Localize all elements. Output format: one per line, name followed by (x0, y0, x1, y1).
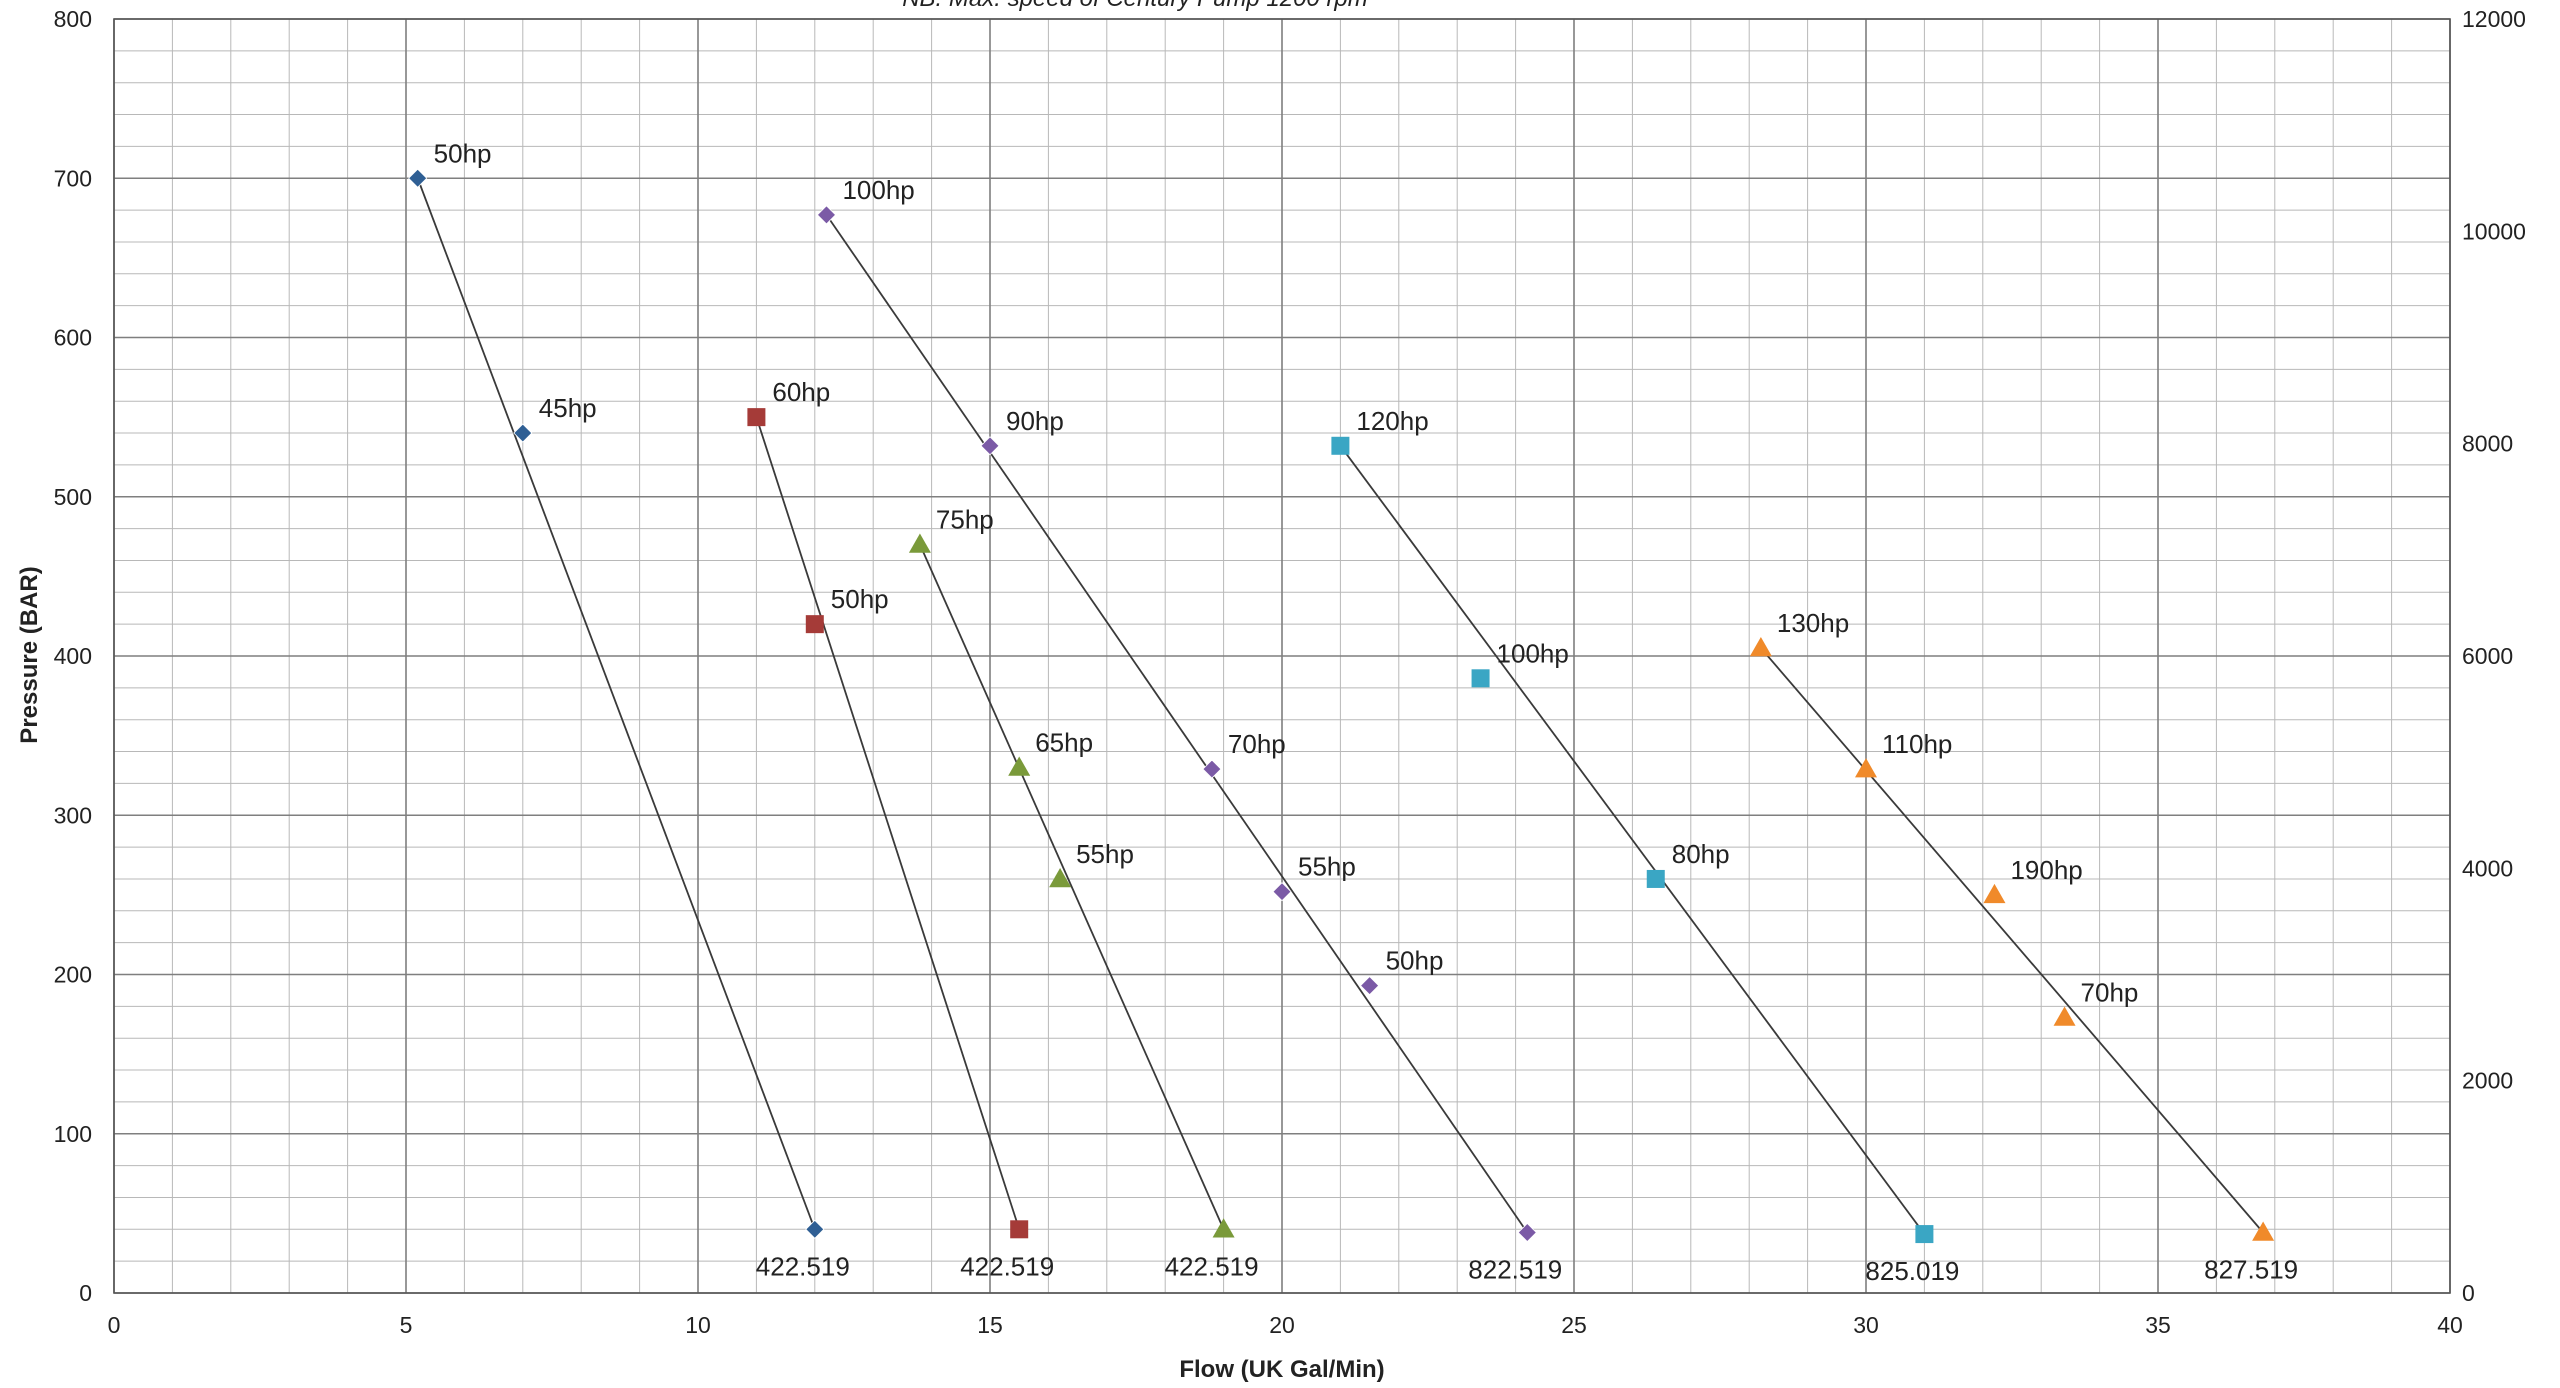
x-tick-label: 5 (400, 1312, 413, 1338)
x-tick-label: 0 (108, 1312, 121, 1338)
y2-tick-label: 2000 (2462, 1068, 2513, 1094)
series-trend-line (825, 214, 1529, 1233)
data-point-marker (1471, 669, 1490, 688)
y-tick-label: 100 (54, 1121, 92, 1147)
data-point-label: 55hp (1298, 852, 1356, 882)
data-point-label: 822.519 (1468, 1254, 1562, 1284)
x-tick-label: 25 (1561, 1312, 1587, 1338)
data-markers (408, 168, 2275, 1244)
data-point-label: 70hp (2081, 977, 2139, 1007)
data-point-label: 120hp (1356, 406, 1428, 436)
data-point-label: 45hp (539, 393, 597, 423)
data-point-label: 70hp (1228, 729, 1286, 759)
y-tick-label: 700 (54, 165, 92, 191)
data-point-label: 50hp (1386, 946, 1444, 976)
data-point-label: 50hp (831, 584, 889, 614)
y2-tick-label: 6000 (2462, 643, 2513, 669)
x-axis-title: Flow (UK Gal/Min) (1179, 1356, 1384, 1383)
axes: 0 5 10 15 20 25 30 35 40010020030040050060070080… (54, 6, 2526, 1338)
data-point-marker (747, 408, 766, 427)
grid (113, 18, 2451, 1294)
y2-tick-label: 8000 (2462, 431, 2513, 457)
y-tick-label: 800 (54, 6, 92, 32)
data-point-marker (1202, 759, 1222, 779)
data-point-marker (1010, 1220, 1029, 1239)
data-point-label: 100hp (1497, 638, 1569, 668)
data-point-marker (805, 1219, 825, 1239)
data-point-marker (805, 615, 824, 634)
data-point-marker (816, 205, 837, 225)
data-point-label: 60hp (772, 377, 830, 407)
data-point-label: 50hp (434, 138, 492, 168)
data-point-marker (1646, 869, 1665, 888)
data-point-label: 80hp (1672, 839, 1730, 869)
data-point-label: 422.519 (960, 1251, 1054, 1281)
x-tick-label: 30 (1853, 1312, 1879, 1338)
data-point-label: 422.519 (1165, 1251, 1259, 1281)
x-tick-label: 10 (685, 1312, 711, 1338)
series-trend-line (1339, 445, 1926, 1235)
data-point-marker (408, 168, 428, 188)
data-point-marker (2252, 1221, 2275, 1241)
y-tick-label: 0 (79, 1280, 92, 1306)
data-point-label: 130hp (1777, 608, 1849, 638)
x-tick-label: 35 (2145, 1312, 2171, 1338)
data-point-marker (1049, 867, 1072, 888)
series-trend-line (1760, 647, 2264, 1234)
data-point-label: 825.019 (1865, 1256, 1959, 1286)
data-point-marker (1331, 436, 1350, 455)
y2-tick-label: 0 (2462, 1280, 2475, 1306)
data-point-marker (2053, 1006, 2076, 1026)
x-tick-label: 15 (977, 1312, 1003, 1338)
y2-tick-label: 10000 (2462, 218, 2526, 244)
data-point-label: 75hp (936, 505, 994, 535)
data-point-marker (980, 436, 1000, 456)
y-tick-label: 600 (54, 325, 92, 351)
data-point-marker (1517, 1222, 1537, 1243)
data-point-label: 55hp (1076, 839, 1134, 869)
y-axis-title: Pressure (BAR) (16, 566, 43, 743)
data-point-marker (1212, 1218, 1235, 1238)
series-trend-line (416, 177, 816, 1230)
data-labels: 50hp 45hp 422.519 60hp 50hp 422.519 75hp 65hp 55… (434, 138, 2298, 1286)
data-point-marker (1272, 882, 1292, 902)
data-point-label: 100hp (842, 175, 914, 205)
series-trend-line (755, 416, 1021, 1230)
x-tick-label: 40 (2437, 1312, 2463, 1338)
y2-tick-label: 12000 (2462, 6, 2526, 32)
data-point-label: 422.519 (756, 1251, 850, 1281)
y-tick-label: 300 (54, 802, 92, 828)
y-tick-label: 500 (54, 484, 92, 510)
y2-tick-label: 4000 (2462, 855, 2513, 881)
data-point-marker (1983, 883, 2006, 904)
trend-lines (416, 177, 2264, 1235)
y-tick-label: 200 (54, 962, 92, 988)
plot-area-border (113, 18, 2451, 1294)
y-tick-label: 400 (54, 643, 92, 669)
data-point-label: 90hp (1006, 406, 1064, 436)
data-point-label: 110hp (1882, 729, 1952, 759)
data-point-marker (1008, 756, 1031, 776)
series-trend-line (919, 544, 1225, 1230)
data-point-label: 190hp (2010, 855, 2082, 885)
data-point-marker (1915, 1225, 1934, 1244)
data-point-marker (1749, 637, 1772, 657)
chart-note: NB. Max. speed of Century Pump 1200 rpm (902, 0, 1368, 12)
data-point-marker (513, 423, 533, 443)
data-point-marker (1360, 976, 1380, 996)
data-point-marker (908, 533, 931, 553)
data-point-label: 65hp (1035, 727, 1093, 757)
data-point-marker (1855, 758, 1877, 778)
x-tick-label: 20 (1269, 1312, 1295, 1338)
data-point-label: 827.519 (2204, 1254, 2298, 1284)
